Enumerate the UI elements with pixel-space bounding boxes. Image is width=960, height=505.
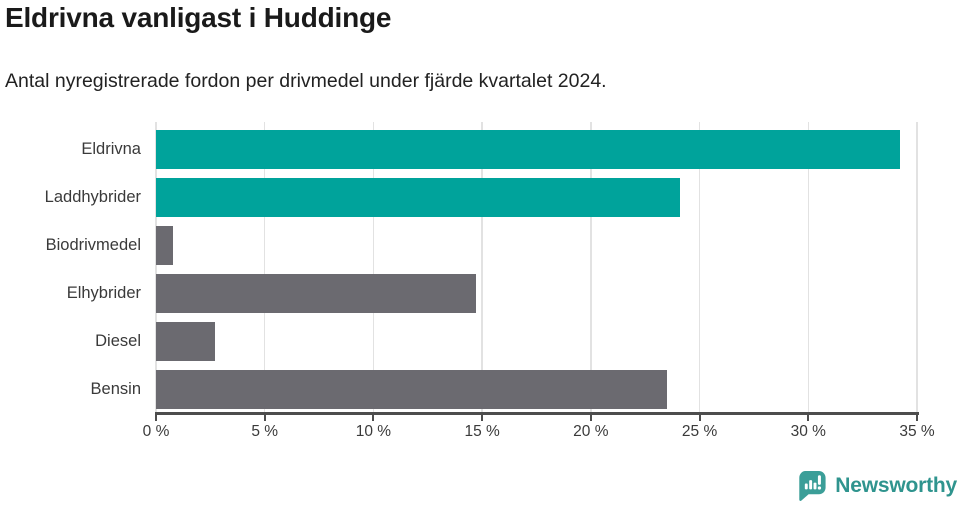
category-label-elhybrider: Elhybrider bbox=[66, 284, 141, 302]
x-axis-tick-label: 30 % bbox=[790, 423, 826, 440]
gridline bbox=[807, 122, 810, 413]
x-axis-tick-label: 0 % bbox=[142, 423, 170, 440]
x-axis-tick bbox=[155, 414, 157, 421]
bar-biodrivmedel bbox=[156, 226, 174, 265]
bar-laddhybrider bbox=[156, 178, 680, 217]
gridline bbox=[698, 122, 701, 413]
brand-name: Newsworthy bbox=[835, 473, 957, 497]
x-axis-line bbox=[155, 412, 919, 415]
x-axis-tick-label: 35 % bbox=[899, 423, 935, 440]
x-axis-tick bbox=[916, 414, 918, 421]
x-axis-tick-label: 10 % bbox=[355, 423, 392, 440]
bar-diesel bbox=[156, 322, 215, 361]
gridline bbox=[263, 122, 266, 413]
category-label-diesel: Diesel bbox=[95, 332, 141, 350]
category-label-eldrivna: Eldrivna bbox=[81, 140, 141, 158]
bar-elhybrider bbox=[156, 274, 476, 313]
bar-eldrivna bbox=[156, 130, 900, 169]
x-axis-tick bbox=[589, 414, 592, 421]
chart-subtitle: Antal nyregistrerade fordon per drivmede… bbox=[5, 70, 607, 92]
gridline bbox=[916, 122, 918, 413]
x-axis-tick bbox=[481, 414, 484, 421]
gridline bbox=[590, 122, 592, 413]
x-axis-tick bbox=[263, 414, 266, 421]
x-axis-tick bbox=[372, 414, 375, 421]
x-axis-tick-label: 15 % bbox=[464, 423, 500, 440]
x-axis-tick bbox=[807, 414, 810, 421]
x-axis-tick-label: 20 % bbox=[573, 423, 609, 440]
x-axis-tick bbox=[698, 414, 701, 421]
gridline bbox=[481, 122, 483, 413]
gridline bbox=[155, 122, 157, 413]
bar-bensin bbox=[156, 370, 667, 409]
x-axis-tick-label: 25 % bbox=[681, 423, 718, 440]
newsworthy-logo: Newsworthy bbox=[796, 469, 957, 502]
bar-chart-speech-bubble-icon bbox=[799, 470, 826, 501]
category-label-biodrivmedel: Biodrivmedel bbox=[45, 236, 141, 254]
gridline bbox=[372, 122, 375, 413]
chart-title: Eldrivna vanligast i Huddinge bbox=[5, 2, 392, 33]
category-label-laddhybrider: Laddhybrider bbox=[44, 188, 141, 206]
x-axis-tick-label: 5 % bbox=[251, 423, 279, 440]
category-label-bensin: Bensin bbox=[90, 380, 141, 398]
